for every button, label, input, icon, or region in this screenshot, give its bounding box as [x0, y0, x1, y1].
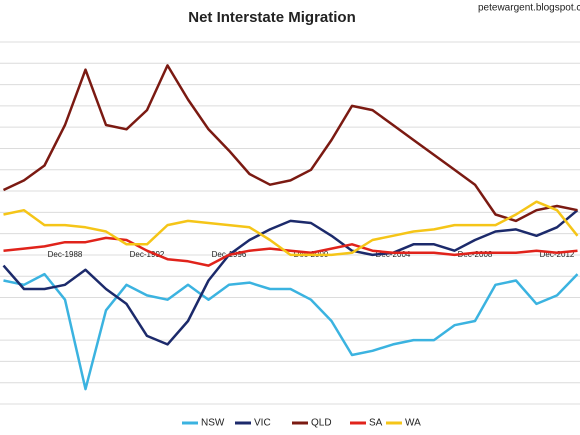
series-line: [3, 200, 579, 257]
series-line: [2, 64, 578, 223]
series-line: [2, 209, 579, 346]
legend: NSW VIC QLD SA WA: [182, 418, 421, 429]
series-line: [3, 272, 579, 391]
chart-title: Net Interstate Migration: [188, 9, 356, 26]
lines: [2, 64, 579, 391]
grid: [0, 41, 580, 405]
legend-label: QLD: [311, 418, 332, 429]
x-tick-label: Dec-2008: [458, 250, 493, 259]
x-tick-label: Dec-2012: [540, 250, 575, 259]
x-tick-label: Dec-1988: [48, 250, 83, 259]
x-tick-label: Dec-1992: [130, 250, 165, 259]
legend-label: VIC: [254, 418, 271, 429]
series-line: [3, 236, 578, 267]
legend-label: SA: [369, 418, 383, 429]
x-tick-label: Dec-2004: [376, 250, 411, 259]
legend-label: NSW: [201, 418, 225, 429]
legend-label: WA: [405, 418, 421, 429]
source: petewargent.blogspot.c: [478, 3, 580, 14]
